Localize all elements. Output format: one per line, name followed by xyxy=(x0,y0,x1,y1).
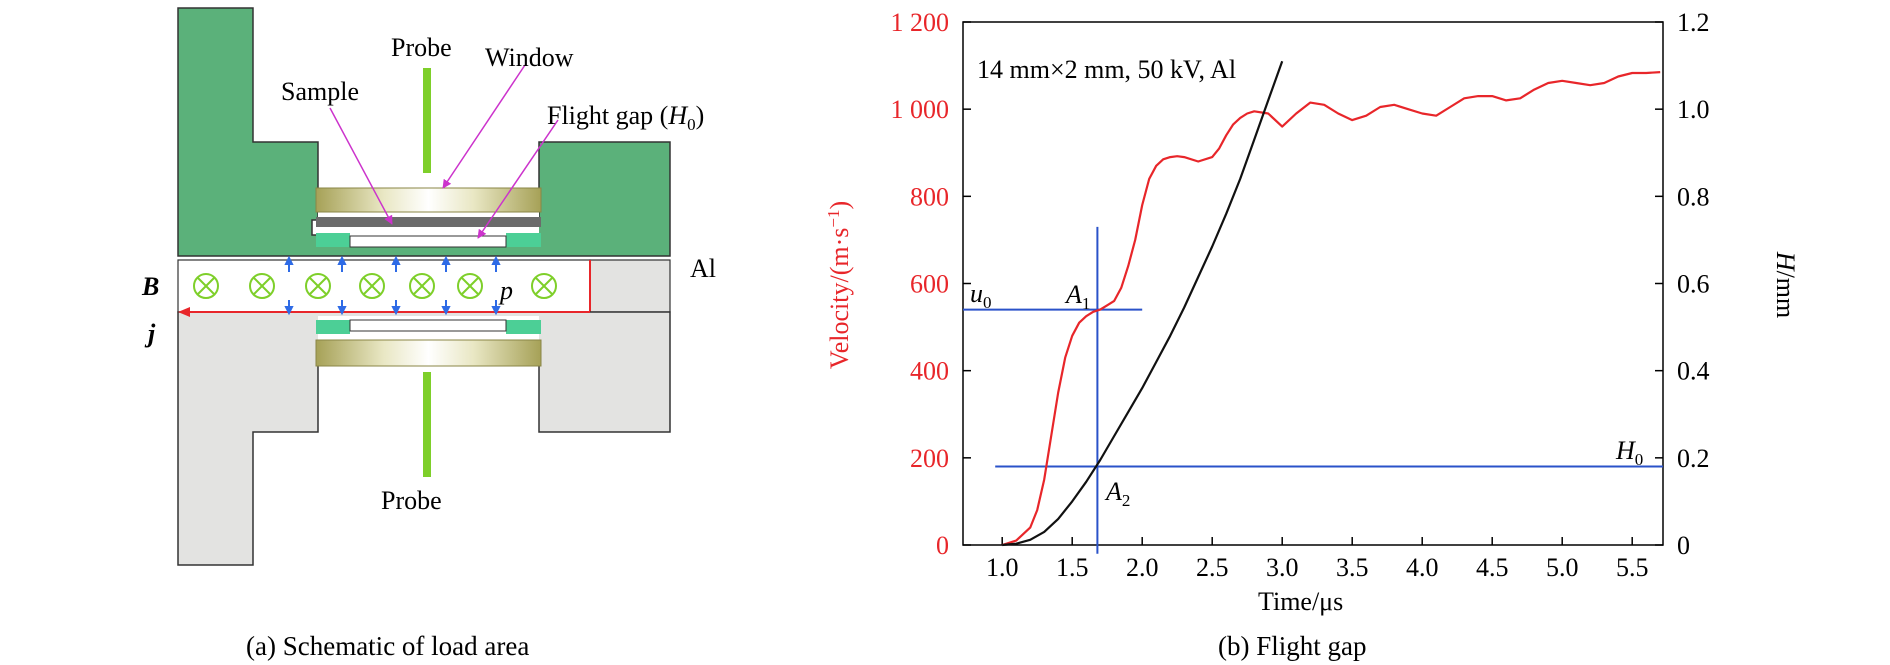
x-tick-label: 3.0 xyxy=(1266,553,1299,582)
sample-bar xyxy=(316,217,541,227)
y-right-tick-label: 0.6 xyxy=(1677,270,1710,299)
y-right-tick-label: 0.8 xyxy=(1677,182,1710,211)
probe-top-label: Probe xyxy=(391,33,452,62)
y-axis-left: 0 200 400 600 800 1 000 1 200 xyxy=(891,8,971,560)
window-label: Window xyxy=(485,43,574,72)
window-bottom xyxy=(315,339,542,367)
x-tick-label: 2.5 xyxy=(1196,553,1229,582)
y-left-tick-label: 200 xyxy=(910,444,949,473)
b-label: B xyxy=(141,272,159,301)
sample-leader xyxy=(329,107,393,225)
reference-lines xyxy=(963,226,1663,554)
probe-bottom-label: Probe xyxy=(381,486,442,515)
x-tick-label: 2.0 xyxy=(1126,553,1159,582)
al-label: Al xyxy=(690,254,716,283)
x-tick-label: 4.0 xyxy=(1406,553,1439,582)
point-label-a2: A2 xyxy=(1104,477,1130,510)
x-axis: 1.0 1.5 2.0 2.5 3.0 3.5 4.0 4.5 5.0 5.5 xyxy=(986,537,1648,582)
x-tick-label: 1.5 xyxy=(1056,553,1089,582)
x-tick-label: 5.0 xyxy=(1546,553,1579,582)
y-right-tick-label: 0.4 xyxy=(1677,357,1710,386)
y-right-tick-label: 0.2 xyxy=(1677,444,1710,473)
probe-bottom-bar xyxy=(423,372,431,477)
y-left-tick-label: 0 xyxy=(936,531,949,560)
y-right-tick-label: 1.2 xyxy=(1677,8,1710,37)
pressure-arrows xyxy=(284,255,501,316)
caption-b: (b) Flight gap xyxy=(1218,631,1367,661)
y-right-tick-label: 0 xyxy=(1677,531,1690,560)
point-label-h0: H0 xyxy=(1615,436,1643,469)
velocity-series-line xyxy=(1001,71,1661,547)
caption-a: (a) Schematic of load area xyxy=(246,631,529,661)
gap-leader xyxy=(477,119,559,239)
field-symbols xyxy=(193,273,557,299)
j-label: j xyxy=(144,319,156,348)
sample-label: Sample xyxy=(281,77,359,106)
window-top xyxy=(315,187,542,213)
y-axis-right-title: H/mm xyxy=(1771,251,1800,318)
data-series xyxy=(1001,60,1661,547)
y-axis-right: 0 0.2 0.4 0.6 0.8 1.0 1.2 xyxy=(1655,8,1710,560)
chart-annotation: 14 mm×2 mm, 50 kV, Al xyxy=(977,55,1236,84)
flight-gap-label: Flight gap (H0) xyxy=(547,101,704,134)
p-label: p xyxy=(498,276,513,305)
flight-gap-chart: 1.0 1.5 2.0 2.5 3.0 3.5 4.0 4.5 5.0 5.5 0 200 400 60… xyxy=(824,8,1800,661)
schematic-figure: Probe Window Sample Flight gap (H0) Al B… xyxy=(141,7,716,661)
y-left-tick-label: 600 xyxy=(910,270,949,299)
y-left-tick-label: 400 xyxy=(910,357,949,386)
y-left-tick-label: 800 xyxy=(910,182,949,211)
probe-top-bar xyxy=(423,68,431,173)
y-left-tick-label: 1 200 xyxy=(891,8,950,37)
y-right-tick-label: 1.0 xyxy=(1677,95,1710,124)
window-leader xyxy=(442,64,526,189)
y-axis-left-title: Velocity/(m·s−1) xyxy=(824,201,854,369)
x-axis-title: Time/μs xyxy=(1258,587,1343,616)
y-left-tick-label: 1 000 xyxy=(891,95,950,124)
flight-gap-series-line xyxy=(1002,60,1284,547)
point-label-u0: u0 xyxy=(970,279,992,312)
x-tick-label: 5.5 xyxy=(1616,553,1649,582)
x-tick-label: 3.5 xyxy=(1336,553,1369,582)
x-tick-label: 4.5 xyxy=(1476,553,1509,582)
point-label-a1: A1 xyxy=(1064,280,1090,313)
x-tick-label: 1.0 xyxy=(986,553,1019,582)
